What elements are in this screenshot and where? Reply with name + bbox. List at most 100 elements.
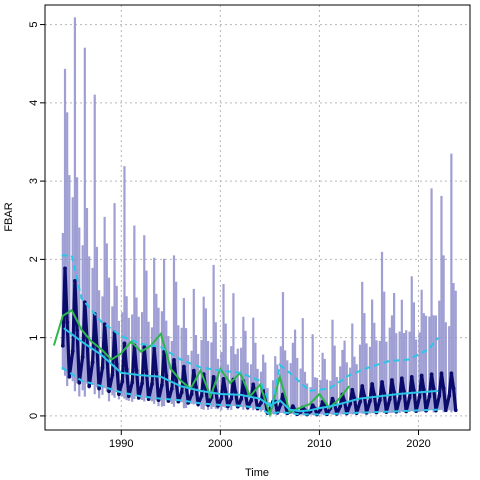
estimate-point xyxy=(194,385,198,390)
estimate-point xyxy=(407,395,412,400)
estimate-point xyxy=(189,392,194,397)
estimate-point xyxy=(67,374,72,379)
estimate-point xyxy=(399,376,404,381)
estimate-point xyxy=(87,384,92,388)
estimate-point xyxy=(441,386,446,391)
estimate-point xyxy=(290,404,295,409)
estimate-point xyxy=(174,378,179,383)
x-tick-label: 2020 xyxy=(406,438,430,450)
y-tick-label: 0 xyxy=(28,413,40,419)
estimate-point xyxy=(80,355,85,359)
estimate-point xyxy=(124,367,129,372)
estimate-point xyxy=(90,360,95,365)
estimate-point xyxy=(77,380,82,385)
estimate-point xyxy=(159,383,164,387)
estimate-point xyxy=(164,373,169,378)
y-tick-label: 2 xyxy=(28,256,40,262)
estimate-point xyxy=(219,396,224,401)
estimate-point xyxy=(107,389,111,394)
estimate-point xyxy=(179,390,184,395)
y-tick-label: 5 xyxy=(28,22,40,28)
estimate-point xyxy=(338,404,343,409)
estimate-point xyxy=(65,320,70,325)
estimate-point xyxy=(154,370,159,375)
estimate-point xyxy=(360,384,365,388)
estimate-point xyxy=(63,266,67,271)
estimate-point xyxy=(419,373,424,378)
estimate-point xyxy=(397,396,402,401)
estimate-point xyxy=(350,387,355,392)
estimate-point xyxy=(110,373,115,377)
estimate-point xyxy=(122,341,127,346)
estimate-point xyxy=(330,396,335,401)
estimate-point xyxy=(377,398,382,403)
estimate-point xyxy=(447,393,452,398)
estimate-point xyxy=(348,402,353,407)
estimate-point xyxy=(390,378,394,382)
y-axis: 0 1 2 3 4 5 xyxy=(28,22,45,419)
estimate-point xyxy=(427,394,432,399)
lower-quantile-line xyxy=(61,366,439,416)
y-tick-label: 1 xyxy=(28,335,40,341)
estimate-point xyxy=(421,387,426,392)
estimate-point xyxy=(417,395,422,399)
gridlines xyxy=(45,5,470,430)
estimate-point xyxy=(120,379,125,384)
estimate-point xyxy=(453,408,458,413)
x-tick-label: 2000 xyxy=(208,438,232,450)
estimate-point xyxy=(223,390,228,394)
estimate-point xyxy=(213,389,218,393)
estimate-point xyxy=(251,382,256,387)
estimate-point xyxy=(100,365,105,370)
estimate-point xyxy=(358,400,362,404)
estimate-point xyxy=(130,380,135,385)
estimate-point xyxy=(409,374,414,379)
estimate-point xyxy=(429,372,434,377)
x-axis-label: Time xyxy=(245,467,269,479)
estimate-point xyxy=(75,328,79,333)
estimate-point xyxy=(60,343,65,348)
estimate-point xyxy=(172,358,176,362)
y-tick-label: 4 xyxy=(28,100,40,106)
estimate-point xyxy=(221,376,226,381)
y-axis-label: FBAR xyxy=(3,202,15,231)
estimate-point xyxy=(387,397,392,402)
estimate-point xyxy=(380,380,384,384)
x-tick-label: 1990 xyxy=(109,438,133,450)
estimate-point xyxy=(412,388,416,393)
estimate-point xyxy=(150,382,154,386)
median-line xyxy=(63,327,439,413)
estimate-point xyxy=(144,369,149,374)
green-series-line xyxy=(52,308,350,418)
estimate-point xyxy=(211,374,216,379)
seasonal-estimate-line xyxy=(61,266,458,417)
estimate-point xyxy=(370,382,375,386)
estimate-point xyxy=(73,279,77,283)
estimate-point xyxy=(439,371,444,376)
estimate-point xyxy=(70,349,75,354)
x-tick-label: 2010 xyxy=(307,438,331,450)
estimate-point xyxy=(134,368,139,373)
estimate-point xyxy=(443,408,448,413)
estimate-point xyxy=(229,396,234,401)
estimate-point xyxy=(233,390,238,395)
estimate-point xyxy=(169,386,174,391)
estimate-point xyxy=(126,394,131,399)
estimate-point xyxy=(451,386,456,391)
estimate-point xyxy=(402,389,406,394)
estimate-point xyxy=(181,364,186,369)
estimate-point xyxy=(392,390,397,395)
estimate-point xyxy=(368,399,372,404)
estimate-point xyxy=(191,368,196,373)
x-axis: 1990 2000 2010 2020 xyxy=(109,430,431,450)
estimate-point xyxy=(152,346,157,351)
estimate-point xyxy=(259,400,263,405)
estimate-point xyxy=(449,371,454,376)
estimate-point xyxy=(140,381,144,386)
estimate-point xyxy=(97,386,101,391)
estimate-point xyxy=(437,393,442,398)
estimate-point xyxy=(310,403,315,408)
plot-frame xyxy=(44,4,471,431)
y-tick-label: 3 xyxy=(28,178,40,184)
